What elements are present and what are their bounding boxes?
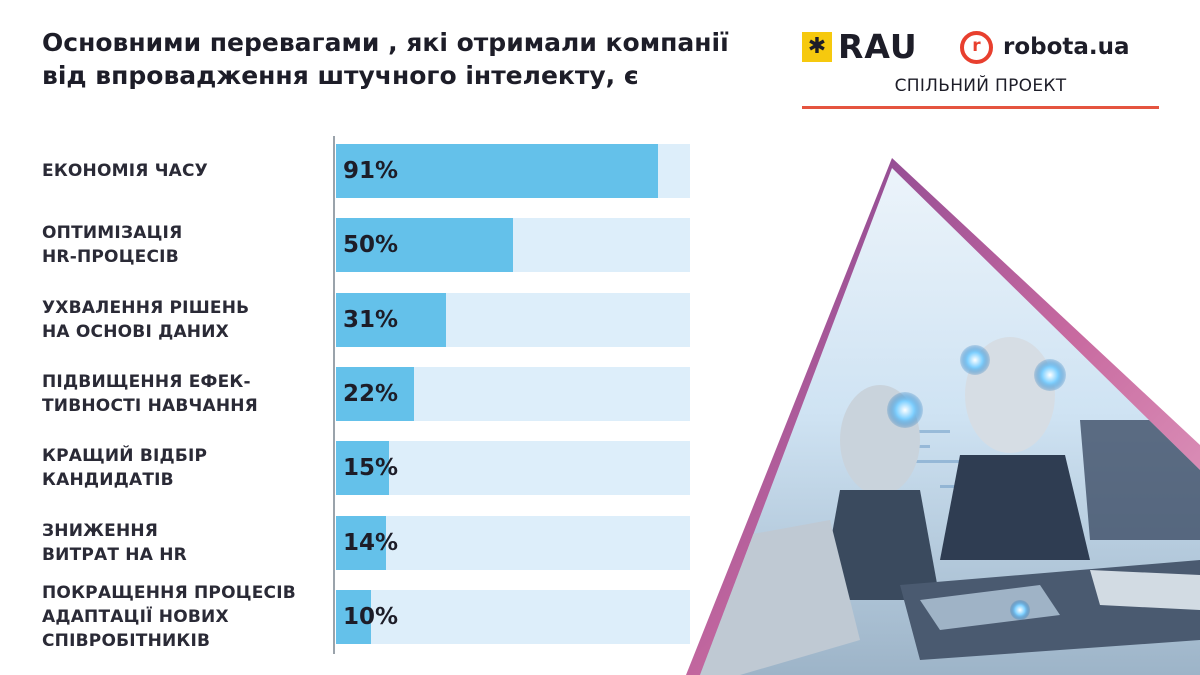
robota-r-icon: r <box>960 30 993 64</box>
robota-logo-text: robota.ua <box>1003 34 1130 60</box>
bar-value-label: 10% <box>343 603 399 630</box>
bar-category-label-line: ОПТИМІЗАЦІЯ <box>42 223 183 244</box>
bar-category-label-line: ПІДВИЩЕННЯ ЕФЕК- <box>42 371 251 392</box>
partner-logos: ✱ RAU r robota.ua СПІЛЬНИЙ ПРОЕКТ <box>802 26 1159 110</box>
rau-emblem-icon: ✱ <box>802 32 832 62</box>
bar-track <box>336 589 690 644</box>
bar-category-label: КРАЩИЙ ВІДБІР КАНДИДАТІВ <box>42 444 332 492</box>
bar-category-label: ЗНИЖЕННЯ ВИТРАТ НА HR <box>42 519 332 567</box>
bar-category-label-line: КАНДИДАТІВ <box>42 470 174 491</box>
bar-category-label-line: АДАПТАЦІЇ НОВИХ <box>42 606 229 627</box>
chart-axis-line <box>333 136 335 654</box>
bar-category-label: ПІДВИЩЕННЯ ЕФЕК- ТИВНОСТІ НАВЧАННЯ <box>42 370 332 418</box>
rau-logo[interactable]: ✱ RAU <box>802 29 918 65</box>
bar <box>336 441 390 496</box>
bar-category-label: ЕКОНОМІЯ ЧАСУ <box>42 159 332 183</box>
bar-value-label: 15% <box>343 455 399 482</box>
bar-value-label: 22% <box>343 380 399 407</box>
bar-track <box>336 441 690 496</box>
robota-r-glyph: r <box>972 35 981 56</box>
bar-category-label: ПОКРАЩЕННЯ ПРОЦЕСІВ АДАПТАЦІЇ НОВИХ СПІВРО… <box>42 581 332 653</box>
bar <box>336 144 659 198</box>
bar-category-label-line: HR-ПРОЦЕСІВ <box>42 247 179 268</box>
bar <box>336 366 414 421</box>
bar-category-label-line: ПОКРАЩЕННЯ ПРОЦЕСІВ <box>42 582 296 603</box>
bar-category-label-line: ЗНИЖЕННЯ <box>42 520 159 541</box>
bar <box>336 218 513 273</box>
rau-emblem-glyph: ✱ <box>807 34 827 59</box>
bar-category-label-line: УХВАЛЕННЯ РІШЕНЬ <box>42 297 250 318</box>
bar-track <box>336 515 690 570</box>
bar <box>336 515 386 570</box>
joint-project-tagline: СПІЛЬНИЙ ПРОЕКТ <box>894 76 1067 96</box>
bar-category-label-line: НА ОСНОВІ ДАНИХ <box>42 321 229 342</box>
bar-category-label-line: ЕКОНОМІЯ ЧАСУ <box>42 161 208 181</box>
bar-value-label: 91% <box>343 158 399 184</box>
logo-divider <box>802 106 1159 109</box>
bar-category-label-line: ТИВНОСТІ НАВЧАННЯ <box>42 395 258 416</box>
robota-logo[interactable]: r robota.ua <box>960 29 1130 65</box>
bar-category-label: УХВАЛЕННЯ РІШЕНЬ НА ОСНОВІ ДАНИХ <box>42 296 332 344</box>
bar-category-label: ОПТИМІЗАЦІЯ HR-ПРОЦЕСІВ <box>42 221 332 269</box>
bar-value-label: 31% <box>343 306 399 333</box>
bar-category-label-line: КРАЩИЙ ВІДБІР <box>42 446 208 467</box>
page-title: Основними перевагами , які отримали комп… <box>42 28 729 90</box>
rau-logo-text: RAU <box>838 27 918 66</box>
bar-value-label: 50% <box>343 232 399 259</box>
bar-category-label-line: СПІВРОБІТНИКІВ <box>42 630 211 651</box>
bar <box>336 589 372 644</box>
bar <box>336 292 446 347</box>
bar-category-label-line: ВИТРАТ НА HR <box>42 544 187 565</box>
bar-value-label: 14% <box>343 529 399 556</box>
